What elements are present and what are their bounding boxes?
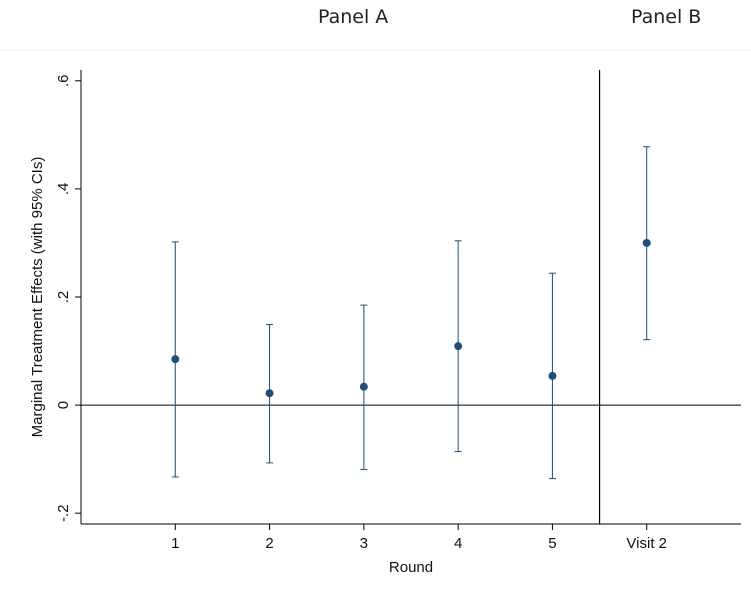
x-tick-label: 2	[265, 535, 273, 552]
y-axis-title: Marginal Treatment Effects (with 95% CIs…	[29, 157, 46, 438]
axes: -.2 0 .2 .4 .6 1 2 3 4 5 Visit 2	[55, 70, 741, 552]
y-tick-label: .2	[55, 291, 72, 304]
x-tick-label: 1	[171, 535, 179, 552]
panel-labels: Panel A Panel B	[0, 0, 751, 50]
x-axis-title: Round	[389, 559, 433, 576]
estimate-point	[171, 355, 180, 364]
y-tick-label: .4	[55, 183, 72, 196]
y-tick-label: 0	[55, 401, 72, 409]
x-tick-label: 5	[548, 535, 556, 552]
panel-b-label: Panel B	[631, 6, 702, 28]
estimate-point	[642, 238, 651, 247]
estimate-point	[548, 371, 557, 380]
data-marks	[171, 146, 651, 480]
estimate-point	[454, 342, 463, 351]
estimate-point	[359, 382, 368, 391]
estimate-point	[265, 389, 274, 398]
x-tick-label: 4	[454, 535, 462, 552]
reference-lines	[81, 70, 741, 524]
y-tick-label: .6	[55, 75, 72, 88]
panel-a-label: Panel A	[318, 6, 389, 28]
y-tick-label: -.2	[55, 504, 72, 522]
x-tick-label: 3	[360, 535, 368, 552]
x-tick-label: Visit 2	[626, 535, 667, 552]
axis-labels: Round Marginal Treatment Effects (with 9…	[29, 157, 433, 576]
